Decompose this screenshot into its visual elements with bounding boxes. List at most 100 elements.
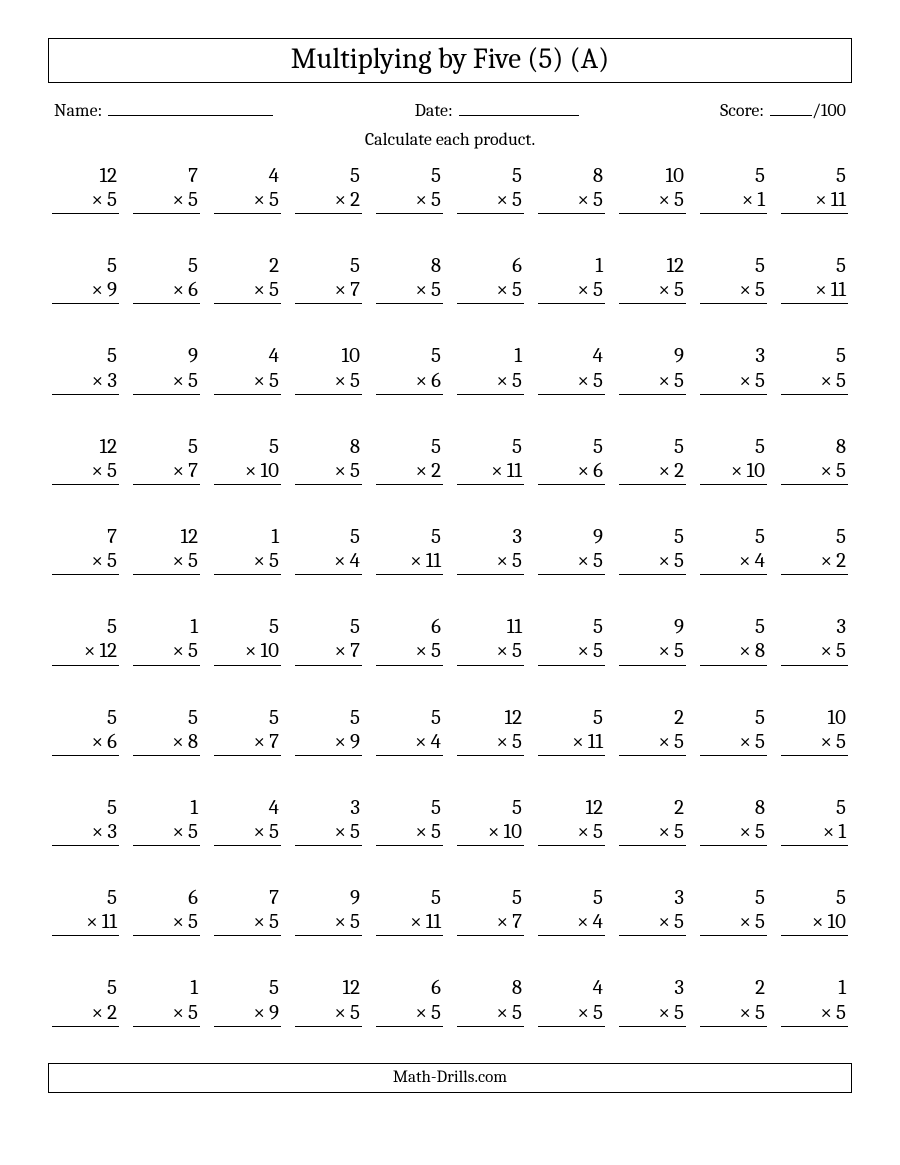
times-icon: × [739,369,751,393]
multiplier: 8 [755,639,765,663]
problem-cell: 5×1 [781,796,848,846]
multiplier-row: ×3 [52,820,119,846]
multiplier-row: ×5 [538,1001,605,1027]
multiplier-row: ×9 [295,730,362,756]
name-blank[interactable] [108,97,273,116]
multiplicand: 6 [376,615,443,639]
multiplier: 5 [593,369,603,393]
multiplier-row: ×11 [457,459,524,485]
problem-cell: 2×5 [619,796,686,846]
times-icon: × [658,459,670,483]
multiplier-row: ×5 [295,1001,362,1027]
problem-cell: 12×5 [295,976,362,1026]
multiplier: 7 [512,910,522,934]
multiplier-row: ×5 [538,188,605,214]
multiplicand: 2 [619,706,686,730]
times-icon: × [415,188,427,212]
multiplier-row: ×5 [781,730,848,756]
multiplier-row: ×5 [457,730,524,756]
problem-cell: 9×5 [619,344,686,394]
problem-cell: 9×5 [295,886,362,936]
problem-cell: 5×7 [295,615,362,665]
multiplier: 10 [261,459,279,483]
multiplier: 11 [426,910,441,934]
times-icon: × [658,639,670,663]
problem-cell: 2×5 [214,254,281,304]
multiplicand: 5 [700,706,767,730]
multiplier: 5 [512,639,522,663]
multiplicand: 4 [214,164,281,188]
multiplicand: 5 [52,254,119,278]
multiplier-row: ×11 [376,910,443,936]
problem-cell: 5×10 [700,435,767,485]
multiplicand: 1 [538,254,605,278]
multiplier-row: ×1 [781,820,848,846]
multiplier: 5 [188,188,198,212]
multiplier-row: ×11 [538,730,605,756]
multiplier-row: ×11 [376,549,443,575]
multiplicand: 12 [619,254,686,278]
multiplier-row: ×5 [457,369,524,395]
multiplier: 5 [674,820,684,844]
multiplier-row: ×5 [700,730,767,756]
multiplier-row: ×11 [52,910,119,936]
multiplicand: 5 [295,164,362,188]
multiplier: 5 [593,278,603,302]
problem-cell: 5×5 [376,796,443,846]
footer-text: Math-Drills.com [393,1068,507,1087]
times-icon: × [820,639,832,663]
problem-cell: 5×5 [781,344,848,394]
problem-cell: 10×5 [619,164,686,214]
multiplicand: 12 [52,435,119,459]
problem-cell: 5×2 [295,164,362,214]
multiplier-row: ×4 [295,549,362,575]
times-icon: × [820,369,832,393]
times-icon: × [823,820,835,844]
times-icon: × [658,820,670,844]
times-icon: × [91,730,103,754]
multiplicand: 5 [781,796,848,820]
multiplier: 5 [836,369,846,393]
multiplier: 5 [269,820,279,844]
problem-cell: 5×5 [700,254,767,304]
times-icon: × [577,549,589,573]
multiplier-row: ×5 [781,1001,848,1027]
times-icon: × [739,278,751,302]
score-blank[interactable] [770,97,812,116]
problem-cell: 5×8 [133,706,200,756]
problem-cell: 6×5 [133,886,200,936]
multiplier: 5 [674,369,684,393]
multiplier-row: ×5 [376,278,443,304]
multiplier: 5 [674,730,684,754]
multiplicand: 12 [457,706,524,730]
times-icon: × [86,910,98,934]
multiplier-row: ×5 [133,369,200,395]
multiplier-row: ×5 [538,549,605,575]
multiplier: 10 [261,639,279,663]
multiplicand: 5 [295,254,362,278]
multiplier: 5 [674,188,684,212]
multiplier-row: ×6 [133,278,200,304]
problem-cell: 5×10 [457,796,524,846]
times-icon: × [415,369,427,393]
multiplier-row: ×7 [457,910,524,936]
multiplier-row: ×4 [376,730,443,756]
times-icon: × [658,278,670,302]
multiplicand: 1 [781,976,848,1000]
times-icon: × [496,1001,508,1025]
multiplicand: 4 [538,344,605,368]
multiplicand: 3 [700,344,767,368]
times-icon: × [172,549,184,573]
multiplicand: 8 [295,435,362,459]
multiplicand: 3 [295,796,362,820]
multiplier: 6 [431,369,441,393]
multiplier: 4 [593,910,603,934]
times-icon: × [496,278,508,302]
multiplier: 5 [350,1001,360,1025]
multiplier: 5 [107,549,117,573]
multiplier-row: ×12 [52,639,119,665]
multiplicand: 9 [619,344,686,368]
multiplicand: 8 [376,254,443,278]
multiplier-row: ×1 [700,188,767,214]
date-blank[interactable] [459,97,579,116]
